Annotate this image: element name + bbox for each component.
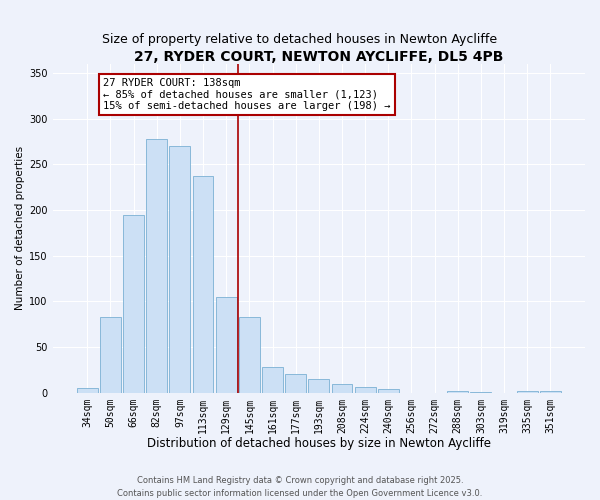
Bar xyxy=(332,384,352,392)
Bar xyxy=(308,379,329,392)
Bar xyxy=(540,391,561,392)
Text: 27 RYDER COURT: 138sqm
← 85% of detached houses are smaller (1,123)
15% of semi-: 27 RYDER COURT: 138sqm ← 85% of detached… xyxy=(103,78,391,111)
Bar xyxy=(77,388,98,392)
Bar xyxy=(262,367,283,392)
Bar xyxy=(123,214,144,392)
Bar xyxy=(355,387,376,392)
Bar xyxy=(239,317,260,392)
Bar xyxy=(100,317,121,392)
Bar xyxy=(169,146,190,392)
Bar xyxy=(448,391,468,392)
Bar xyxy=(146,139,167,392)
Bar xyxy=(378,389,399,392)
X-axis label: Distribution of detached houses by size in Newton Aycliffe: Distribution of detached houses by size … xyxy=(147,437,491,450)
Title: 27, RYDER COURT, NEWTON AYCLIFFE, DL5 4PB: 27, RYDER COURT, NEWTON AYCLIFFE, DL5 4P… xyxy=(134,50,503,64)
Text: Contains HM Land Registry data © Crown copyright and database right 2025.
Contai: Contains HM Land Registry data © Crown c… xyxy=(118,476,482,498)
Bar xyxy=(285,374,306,392)
Bar xyxy=(517,391,538,392)
Text: Size of property relative to detached houses in Newton Aycliffe: Size of property relative to detached ho… xyxy=(103,32,497,46)
Bar xyxy=(216,297,236,392)
Bar xyxy=(193,176,214,392)
Y-axis label: Number of detached properties: Number of detached properties xyxy=(15,146,25,310)
